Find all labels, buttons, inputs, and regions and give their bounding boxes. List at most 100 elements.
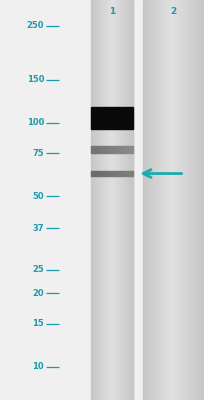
Bar [196,0,197,400]
Bar [96,0,97,400]
Bar [156,0,157,400]
Bar [110,171,112,176]
Text: 75: 75 [32,149,44,158]
Bar [190,0,191,400]
Bar [124,0,125,400]
Bar [201,0,202,400]
Bar [125,0,126,400]
Bar [98,0,99,400]
Bar [118,171,120,176]
Bar [106,0,107,400]
Bar [151,0,152,400]
Text: 100: 100 [27,118,44,127]
Bar [148,0,149,400]
Bar [130,0,131,400]
Bar [183,0,184,400]
Text: 2: 2 [169,7,175,16]
Bar [166,0,167,400]
Bar [198,0,199,400]
Bar [105,171,108,176]
Text: 50: 50 [32,192,44,201]
Bar [193,0,194,400]
Bar [108,171,110,176]
Bar [114,146,116,153]
Bar [155,0,156,400]
Bar [191,0,192,400]
Bar [186,0,187,400]
Bar [95,0,96,400]
Bar [103,0,104,400]
Bar [94,0,95,400]
Bar [165,0,166,400]
Bar [126,146,129,153]
Bar [120,171,122,176]
Bar [144,0,145,400]
Text: 150: 150 [27,76,44,84]
Bar [110,0,111,400]
Bar [170,0,171,400]
Bar [120,146,122,153]
Bar [163,0,164,400]
Bar [131,0,132,400]
Bar [153,0,154,400]
Text: 10: 10 [32,362,44,371]
Bar [178,0,179,400]
Text: 15: 15 [32,319,44,328]
Bar [103,171,105,176]
Bar [116,171,118,176]
Bar [101,171,103,176]
Bar [91,0,92,400]
Bar [126,0,127,400]
Bar [129,146,131,153]
Bar [199,0,200,400]
Bar [187,0,188,400]
Bar [180,0,181,400]
Bar [129,171,131,176]
Bar [181,0,182,400]
Bar [93,146,95,153]
Bar [118,0,119,400]
Bar [169,0,170,400]
Bar [195,0,196,400]
Bar [164,0,165,400]
Bar [154,0,155,400]
Bar [127,0,128,400]
Bar [93,171,95,176]
Bar [112,146,114,153]
Bar [99,0,100,400]
Bar [107,0,108,400]
Bar [146,0,147,400]
Bar [188,0,189,400]
Bar [184,0,185,400]
Bar [104,0,105,400]
Bar [91,146,93,153]
Bar [124,146,126,153]
Bar [122,0,123,400]
Text: 1: 1 [109,7,115,16]
Bar [100,0,101,400]
Bar [93,0,94,400]
Bar [126,171,129,176]
Bar [172,0,173,400]
Bar [117,0,118,400]
Text: 25: 25 [32,265,44,274]
Bar [132,0,133,400]
Bar [189,0,190,400]
Bar [109,0,110,400]
Bar [131,146,133,153]
Bar [91,107,133,129]
Bar [116,0,117,400]
Bar [159,0,160,400]
Bar [111,0,112,400]
Bar [131,171,133,176]
Bar [162,0,163,400]
Bar [129,0,130,400]
Text: 250: 250 [27,21,44,30]
Bar [149,0,150,400]
Bar [197,0,198,400]
Bar [91,171,93,176]
Bar [171,0,172,400]
Bar [97,146,99,153]
Bar [167,0,169,400]
Bar [122,171,124,176]
